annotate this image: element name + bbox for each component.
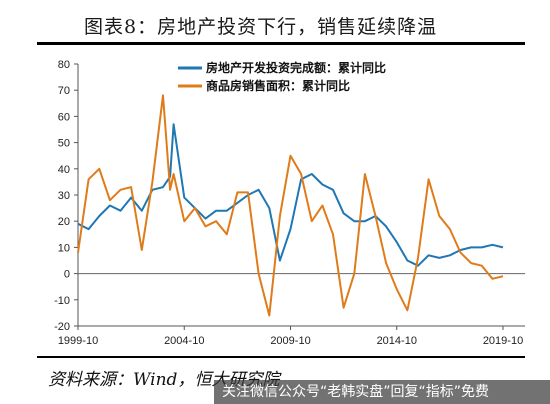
y-tick-label: 30 [58, 190, 70, 202]
y-tick-label: 10 [58, 242, 70, 254]
y-tick-label: 20 [58, 216, 70, 228]
legend-label: 房地产开发投资完成额：累计同比 [206, 60, 386, 75]
chart-lines [77, 94, 504, 317]
y-tick-label: 50 [58, 138, 70, 150]
chart-axes: -20 -10 0 10 20 30 40 50 60 70 80 1999-10 2004-10 200… [54, 59, 525, 347]
y-tick-label: -20 [54, 321, 70, 333]
y-tick-label: 40 [58, 164, 70, 176]
title-rule [37, 42, 525, 45]
x-tick-label: 2004-10 [164, 335, 204, 347]
legend-label: 商品房销售面积：累计同比 [206, 78, 350, 93]
series-line-sales-area [77, 94, 504, 317]
watermark-overlay: 关注微信公众号“老韩实盘”回复“指标”免费 [214, 380, 550, 404]
x-tick-label: 2019-10 [483, 335, 523, 347]
x-tick-label: 2009-10 [270, 335, 310, 347]
y-tick-label: 0 [64, 269, 70, 281]
x-tick-label: 1999-10 [58, 335, 98, 347]
y-tick-label: 70 [58, 85, 70, 97]
y-tick-label: 60 [58, 111, 70, 123]
y-tick-label: -10 [54, 295, 70, 307]
figure-title: 图表8：房地产投资下行，销售延续降温 [84, 16, 438, 38]
x-tick-label: 2014-10 [377, 335, 417, 347]
y-tick-label: 80 [58, 59, 70, 71]
bottom-rule [37, 356, 525, 358]
